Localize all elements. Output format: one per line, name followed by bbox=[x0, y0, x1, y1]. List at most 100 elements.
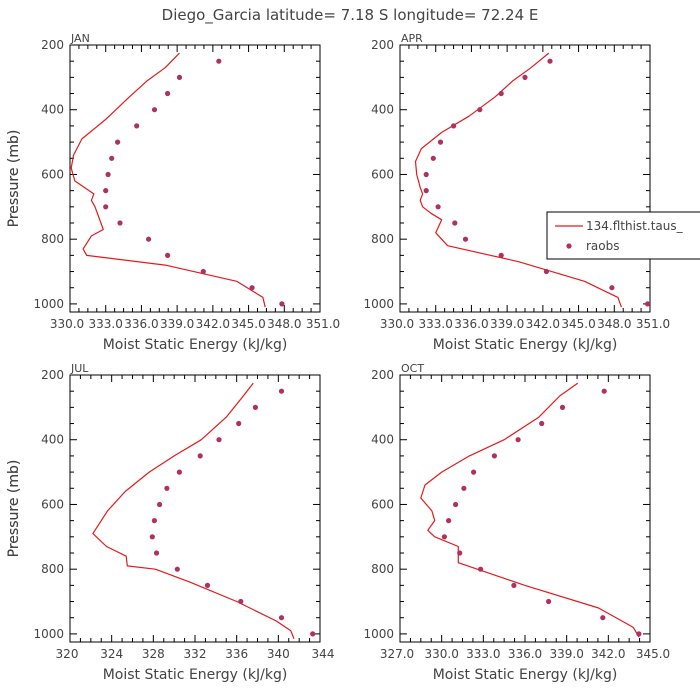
panel-jan: 200 400 600 800 1000 330.0 333.0 336.0 339.0 342.… bbox=[6, 32, 340, 353]
y-tick-label: 200 bbox=[371, 38, 394, 52]
x-axis-label: Moist Static Energy (kJ/kg) bbox=[433, 337, 618, 353]
raobs-point bbox=[441, 534, 447, 540]
raobs-point bbox=[547, 58, 553, 64]
raobs-point bbox=[174, 566, 180, 572]
x-tick-label: 339.0 bbox=[549, 647, 583, 661]
raobs-point bbox=[146, 236, 152, 242]
x-tick-label: 345.0 bbox=[636, 647, 670, 661]
plot-area bbox=[70, 52, 285, 308]
plot-frame bbox=[69, 374, 321, 643]
legend: 134.flthist.taus_raobs bbox=[546, 211, 700, 260]
raobs-point bbox=[109, 155, 115, 161]
x-tick-label: 348.0 bbox=[597, 317, 631, 331]
raobs-point bbox=[278, 615, 285, 621]
raobs-point bbox=[151, 107, 158, 113]
raobs-point bbox=[176, 469, 182, 475]
raobs-point bbox=[151, 518, 157, 524]
x-tick-label: 324 bbox=[100, 647, 123, 661]
raobs-point bbox=[437, 139, 444, 145]
raobs-point bbox=[522, 74, 528, 80]
plot-area bbox=[420, 382, 642, 638]
raobs-point bbox=[134, 123, 140, 129]
x-tick-label: 336.0 bbox=[454, 317, 488, 331]
y-tick-label: 600 bbox=[41, 497, 64, 511]
raobs-point bbox=[103, 188, 109, 194]
y-axis-label: Pressure (mb) bbox=[6, 460, 22, 558]
raobs-point bbox=[543, 268, 550, 275]
panel-jul: 200 400 600 800 1000 320 324 328 332 336 340 344 JUL… bbox=[6, 362, 334, 683]
figure-title: Diego_Garcia latitude= 7.18 S longitude=… bbox=[162, 6, 539, 25]
raobs-point bbox=[478, 566, 484, 572]
raobs-point bbox=[546, 598, 552, 605]
y-tick-label: 1000 bbox=[33, 627, 64, 641]
x-tick-label: 332 bbox=[184, 647, 207, 661]
raobs-point bbox=[511, 582, 517, 589]
x-tick-label: 342.0 bbox=[196, 317, 230, 331]
plot-area bbox=[414, 52, 650, 308]
raobs-point bbox=[645, 301, 650, 307]
x-tick-label: 348.0 bbox=[267, 317, 301, 331]
y-tick-label: 800 bbox=[371, 232, 394, 246]
raobs-point bbox=[200, 268, 206, 275]
y-tick-label: 400 bbox=[41, 103, 64, 117]
raobs-point bbox=[477, 107, 483, 113]
x-tick-label: 345.0 bbox=[231, 317, 265, 331]
plot-frame bbox=[399, 374, 651, 643]
x-tick-label: 339.0 bbox=[490, 317, 524, 331]
x-axis-label: Moist Static Energy (kJ/kg) bbox=[433, 667, 618, 683]
raobs-point bbox=[453, 501, 459, 508]
x-tick-label: 333.0 bbox=[466, 647, 500, 661]
y-tick-label: 1000 bbox=[363, 627, 394, 641]
raobs-point bbox=[164, 485, 170, 491]
y-axis-label: Pressure (mb) bbox=[6, 130, 22, 228]
x-tick-label: 339.0 bbox=[160, 317, 194, 331]
x-tick-label: 328 bbox=[142, 647, 165, 661]
raobs-point bbox=[435, 204, 441, 210]
model-profile-line bbox=[414, 52, 622, 308]
y-axis-label: Pressure (mb) bbox=[6, 460, 22, 558]
raobs-point bbox=[601, 388, 607, 394]
raobs-point bbox=[165, 90, 171, 97]
raobs-point bbox=[238, 598, 244, 605]
raobs-point bbox=[471, 469, 477, 475]
panel-title: APR bbox=[401, 32, 423, 45]
y-tick-label: 400 bbox=[371, 103, 394, 117]
raobs-point bbox=[216, 437, 222, 443]
x-tick-label: 340 bbox=[267, 647, 290, 661]
raobs-point bbox=[117, 220, 123, 226]
raobs-point bbox=[457, 550, 463, 556]
raobs-point bbox=[498, 252, 504, 258]
y-tick-label: 600 bbox=[371, 167, 394, 181]
y-tick-label: 200 bbox=[41, 38, 64, 52]
y-tick-label: 600 bbox=[371, 497, 394, 511]
raobs-point bbox=[197, 453, 203, 459]
raobs-point bbox=[498, 90, 504, 97]
x-tick-label: 336.0 bbox=[508, 647, 542, 661]
model-profile-line bbox=[420, 382, 640, 638]
raobs-point bbox=[461, 485, 467, 491]
raobs-point bbox=[430, 155, 436, 161]
raobs-point bbox=[115, 139, 121, 145]
plot-frame bbox=[399, 44, 651, 313]
x-tick-label: 342.0 bbox=[526, 317, 560, 331]
x-axis-label: Moist Static Energy (kJ/kg) bbox=[103, 337, 288, 353]
x-tick-label: 327.0 bbox=[380, 647, 414, 661]
x-tick-label: 345.0 bbox=[561, 317, 595, 331]
legend-box bbox=[546, 211, 700, 260]
raobs-point bbox=[462, 236, 469, 242]
raobs-point bbox=[103, 204, 109, 210]
panel-oct: 200 400 600 800 1000 327.0 330.0 333.0 336.0 339.… bbox=[6, 362, 670, 683]
y-tick-label: 200 bbox=[41, 368, 64, 382]
raobs-point bbox=[153, 550, 160, 556]
raobs-point bbox=[216, 58, 222, 64]
raobs-point bbox=[105, 171, 111, 178]
legend-marker-swatch bbox=[566, 243, 572, 249]
y-tick-label: 800 bbox=[371, 562, 394, 576]
raobs-point bbox=[252, 404, 258, 410]
y-tick-label: 400 bbox=[41, 433, 64, 447]
raobs-point bbox=[204, 582, 211, 589]
raobs-point bbox=[423, 188, 429, 194]
raobs-point bbox=[451, 123, 457, 129]
raobs-point bbox=[310, 631, 316, 637]
x-tick-label: 336 bbox=[225, 647, 248, 661]
